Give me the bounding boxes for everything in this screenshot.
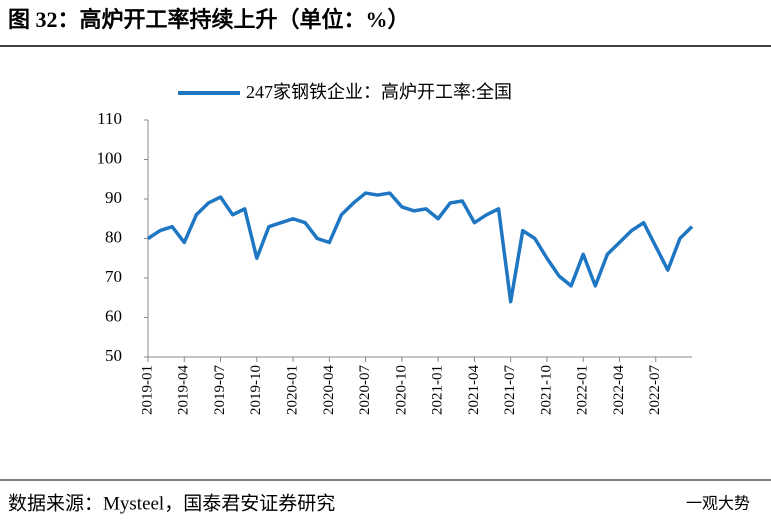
chart-title: 图 32：高炉开工率持续上升（单位：%） [8, 7, 410, 32]
y-tick-label: 90 [105, 188, 122, 207]
y-tick-label: 100 [97, 148, 123, 167]
source: 数据来源：Mysteel，国泰君安证券研究 [8, 492, 335, 514]
x-tick-label: 2019-07 [212, 365, 228, 415]
x-tick-label: 2019-10 [248, 365, 264, 415]
x-tick-label: 2022-01 [575, 365, 591, 415]
x-tick-label: 2020-04 [321, 365, 337, 415]
x-tick-label: 2019-04 [176, 365, 192, 415]
y-tick-label: 110 [97, 109, 122, 128]
legend-label: 247家钢铁企业：高炉开工率:全国 [246, 82, 512, 102]
x-tick-label: 2019-01 [139, 365, 155, 415]
x-tick-label: 2021-07 [502, 365, 518, 415]
y-tick-label: 50 [105, 346, 122, 365]
x-tick-label: 2020-07 [357, 365, 373, 415]
y-tick-label: 60 [105, 306, 122, 325]
watermark: 一观大势 [686, 495, 750, 513]
x-tick-label: 2021-10 [538, 365, 554, 415]
y-tick-label: 70 [105, 267, 122, 286]
x-tick-label: 2021-04 [466, 365, 482, 415]
x-tick-label: 2021-01 [430, 365, 446, 415]
x-tick-label: 2020-10 [393, 365, 409, 415]
line [147, 191, 694, 304]
x-tick-label: 2022-04 [611, 365, 627, 415]
y-tick-label: 80 [105, 227, 122, 246]
x-tick-label: 2022-07 [647, 365, 663, 415]
x-tick-label: 2020-01 [285, 365, 301, 415]
